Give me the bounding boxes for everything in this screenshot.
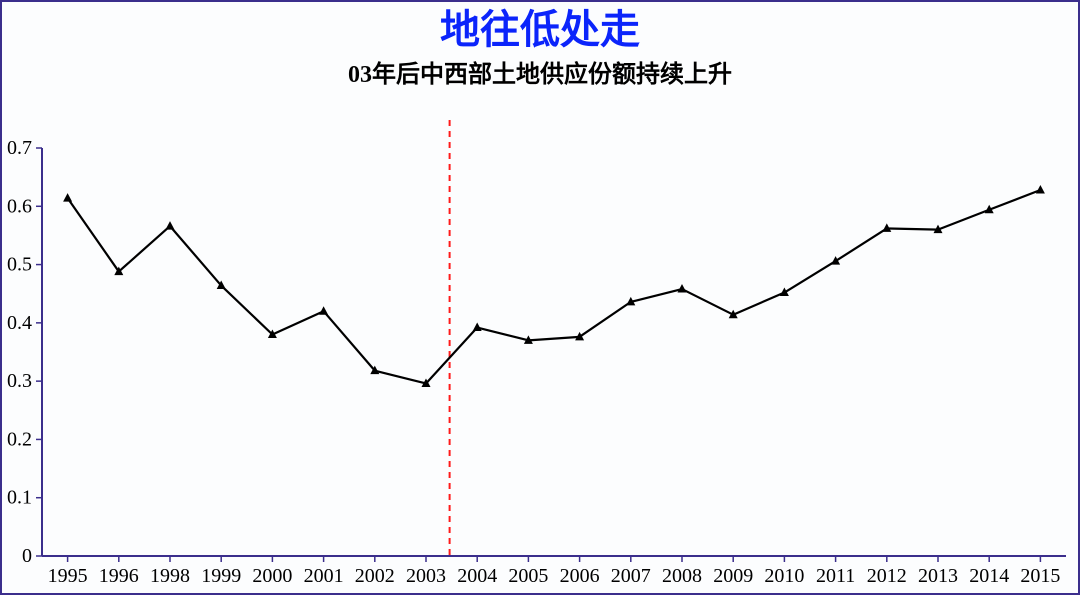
series-marker xyxy=(678,284,687,293)
x-tick-label: 2009 xyxy=(713,565,753,587)
x-tick-label: 2000 xyxy=(252,565,292,587)
series-marker xyxy=(473,323,482,332)
series-line xyxy=(68,190,1041,384)
x-tick-label: 2011 xyxy=(816,565,855,587)
x-tick-label: 2015 xyxy=(1020,565,1060,587)
chart-frame: 地往低处走 03年后中西部土地供应份额持续上升 00.10.20.30.40.5… xyxy=(0,0,1080,595)
x-tick-label: 1999 xyxy=(201,565,241,587)
x-tick-label: 2004 xyxy=(457,565,497,587)
y-tick-label: 0.5 xyxy=(7,254,32,276)
x-tick-label: 2006 xyxy=(560,565,600,587)
x-tick-label: 1996 xyxy=(99,565,139,587)
x-tick-label: 1998 xyxy=(150,565,190,587)
series-marker xyxy=(166,221,175,230)
y-tick-label: 0.3 xyxy=(7,370,32,392)
series-marker xyxy=(1036,185,1045,194)
y-tick-label: 0.4 xyxy=(7,312,32,334)
line-chart: 0 0.1 0.2 0.3 0.4 0.5 0.6 0.7 1995 1996 1998 1999 20… xyxy=(2,2,1080,597)
x-tick-label: 2010 xyxy=(764,565,804,587)
series-marker xyxy=(319,306,328,315)
x-tick-label: 2014 xyxy=(969,565,1009,587)
x-tick-label: 2007 xyxy=(611,565,651,587)
x-tick-label: 2012 xyxy=(867,565,907,587)
x-tick-label: 2008 xyxy=(662,565,702,587)
x-tick-label: 2002 xyxy=(355,565,395,587)
y-tick-label: 0.2 xyxy=(7,428,32,450)
x-tick-label: 2001 xyxy=(304,565,344,587)
y-tick-label: 0.6 xyxy=(7,195,32,217)
x-tick-label: 2013 xyxy=(918,565,958,587)
y-tick-label: 0.1 xyxy=(7,487,32,509)
y-tick-label: 0 xyxy=(22,545,32,567)
series-marker xyxy=(63,193,72,202)
x-tick-label: 2003 xyxy=(406,565,446,587)
x-tick-label: 2005 xyxy=(508,565,548,587)
x-tick-label: 1995 xyxy=(48,565,88,587)
y-tick-label: 0.7 xyxy=(7,137,32,159)
